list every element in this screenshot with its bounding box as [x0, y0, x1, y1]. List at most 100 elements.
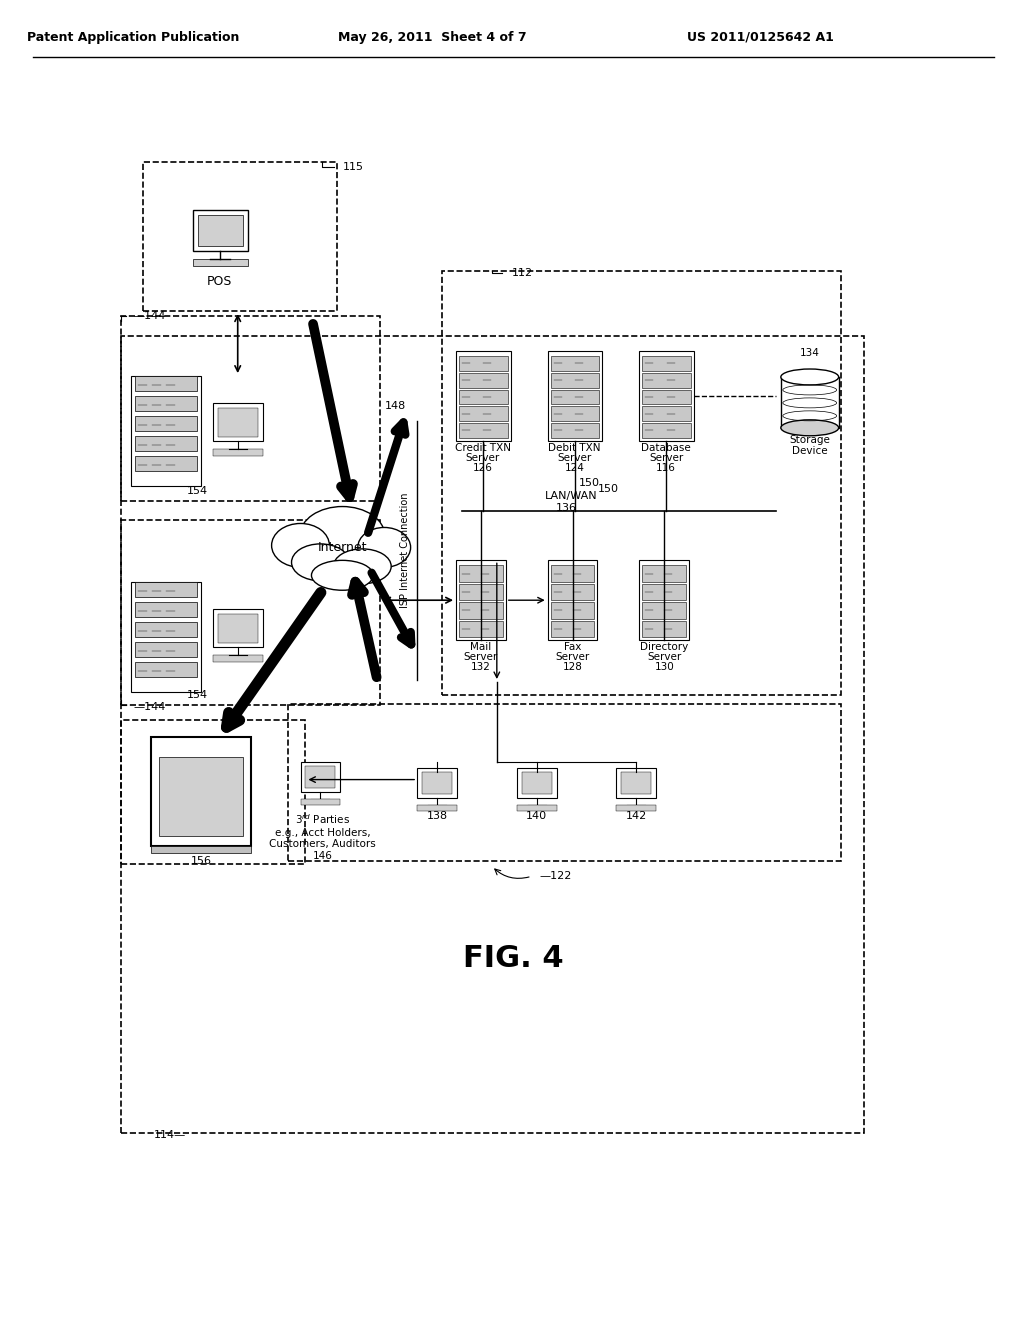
Text: 126: 126	[473, 463, 493, 473]
Bar	[459, 356, 508, 371]
Bar	[459, 602, 503, 619]
Bar	[193, 210, 248, 251]
Ellipse shape	[334, 549, 391, 583]
Bar	[305, 766, 336, 788]
Bar	[121, 337, 863, 1134]
Bar	[642, 583, 686, 601]
Text: Patent Application Publication: Patent Application Publication	[27, 30, 240, 44]
Bar	[417, 768, 457, 797]
Text: 142: 142	[626, 812, 647, 821]
Bar	[121, 317, 380, 500]
Bar	[417, 804, 457, 812]
Bar	[159, 756, 243, 837]
Bar	[642, 602, 686, 619]
Text: 115: 115	[342, 162, 364, 172]
Bar	[551, 407, 599, 421]
Bar	[642, 565, 686, 582]
Bar	[300, 762, 340, 792]
Bar	[442, 272, 841, 694]
Bar	[459, 372, 508, 388]
Text: —144: —144	[133, 312, 166, 321]
Text: 134: 134	[800, 348, 819, 358]
Text: 124: 124	[564, 463, 585, 473]
Bar	[193, 260, 248, 267]
Text: Database: Database	[641, 442, 691, 453]
Bar	[135, 416, 197, 430]
Bar	[639, 561, 689, 640]
Bar	[616, 768, 656, 797]
Bar	[456, 561, 506, 640]
Text: Server: Server	[649, 453, 683, 463]
Bar	[551, 422, 599, 438]
Text: Directory: Directory	[640, 642, 688, 652]
Text: Device: Device	[792, 446, 827, 455]
Bar	[213, 403, 262, 441]
Bar	[213, 449, 262, 455]
Bar	[422, 772, 452, 793]
Ellipse shape	[271, 524, 330, 568]
Text: 150: 150	[598, 483, 618, 494]
Bar	[642, 407, 691, 421]
Text: 138: 138	[426, 812, 447, 821]
Bar	[781, 378, 839, 428]
Bar	[135, 396, 197, 411]
Bar	[622, 772, 651, 793]
Bar	[551, 602, 595, 619]
Bar	[642, 356, 691, 371]
Bar	[551, 565, 595, 582]
Text: 156: 156	[190, 857, 211, 866]
Text: 128: 128	[562, 661, 583, 672]
Bar	[151, 737, 251, 846]
Ellipse shape	[292, 544, 349, 581]
Ellipse shape	[357, 528, 411, 568]
Bar	[143, 162, 337, 312]
Text: Credit TXN: Credit TXN	[455, 442, 511, 453]
Bar	[551, 389, 599, 404]
Bar	[551, 356, 599, 371]
Text: Storage: Storage	[790, 434, 830, 445]
Ellipse shape	[300, 507, 385, 565]
Bar	[456, 351, 511, 441]
Text: Debit TXN: Debit TXN	[548, 442, 601, 453]
Text: May 26, 2011  Sheet 4 of 7: May 26, 2011 Sheet 4 of 7	[338, 30, 526, 44]
Text: 130: 130	[654, 661, 674, 672]
Bar	[551, 620, 595, 638]
Bar	[642, 372, 691, 388]
Text: —122: —122	[540, 871, 572, 882]
Bar	[459, 620, 503, 638]
Bar	[131, 582, 201, 692]
Text: US 2011/0125642 A1: US 2011/0125642 A1	[687, 30, 835, 44]
Text: Internet: Internet	[317, 541, 368, 554]
Bar	[218, 614, 258, 643]
Text: 140: 140	[526, 812, 547, 821]
Text: LAN/WAN: LAN/WAN	[545, 491, 598, 500]
Bar	[517, 804, 557, 812]
Text: —144: —144	[133, 702, 166, 711]
Bar	[218, 408, 258, 437]
Bar	[616, 804, 656, 812]
Bar	[639, 351, 694, 441]
Bar	[151, 846, 251, 853]
Text: Server: Server	[555, 652, 590, 663]
Bar	[135, 376, 197, 391]
Text: Server: Server	[464, 652, 498, 663]
Bar	[135, 642, 197, 657]
Bar	[135, 436, 197, 450]
Bar	[198, 215, 243, 247]
Text: 148: 148	[385, 401, 406, 411]
Bar	[642, 422, 691, 438]
Bar	[288, 704, 841, 862]
Bar	[642, 389, 691, 404]
Bar	[135, 663, 197, 677]
Text: Server: Server	[466, 453, 500, 463]
Bar	[517, 768, 557, 797]
Text: ISP Internet Connection: ISP Internet Connection	[400, 492, 411, 609]
Bar	[459, 583, 503, 601]
Bar	[135, 582, 197, 597]
Bar	[459, 389, 508, 404]
Text: 3$^{rd}$ Parties
e.g., Acct Holders,
Customers, Auditors
146: 3$^{rd}$ Parties e.g., Acct Holders, Cus…	[269, 813, 376, 861]
Bar	[459, 407, 508, 421]
Bar	[459, 565, 503, 582]
Text: 136: 136	[556, 503, 578, 512]
Text: 150: 150	[579, 478, 599, 487]
